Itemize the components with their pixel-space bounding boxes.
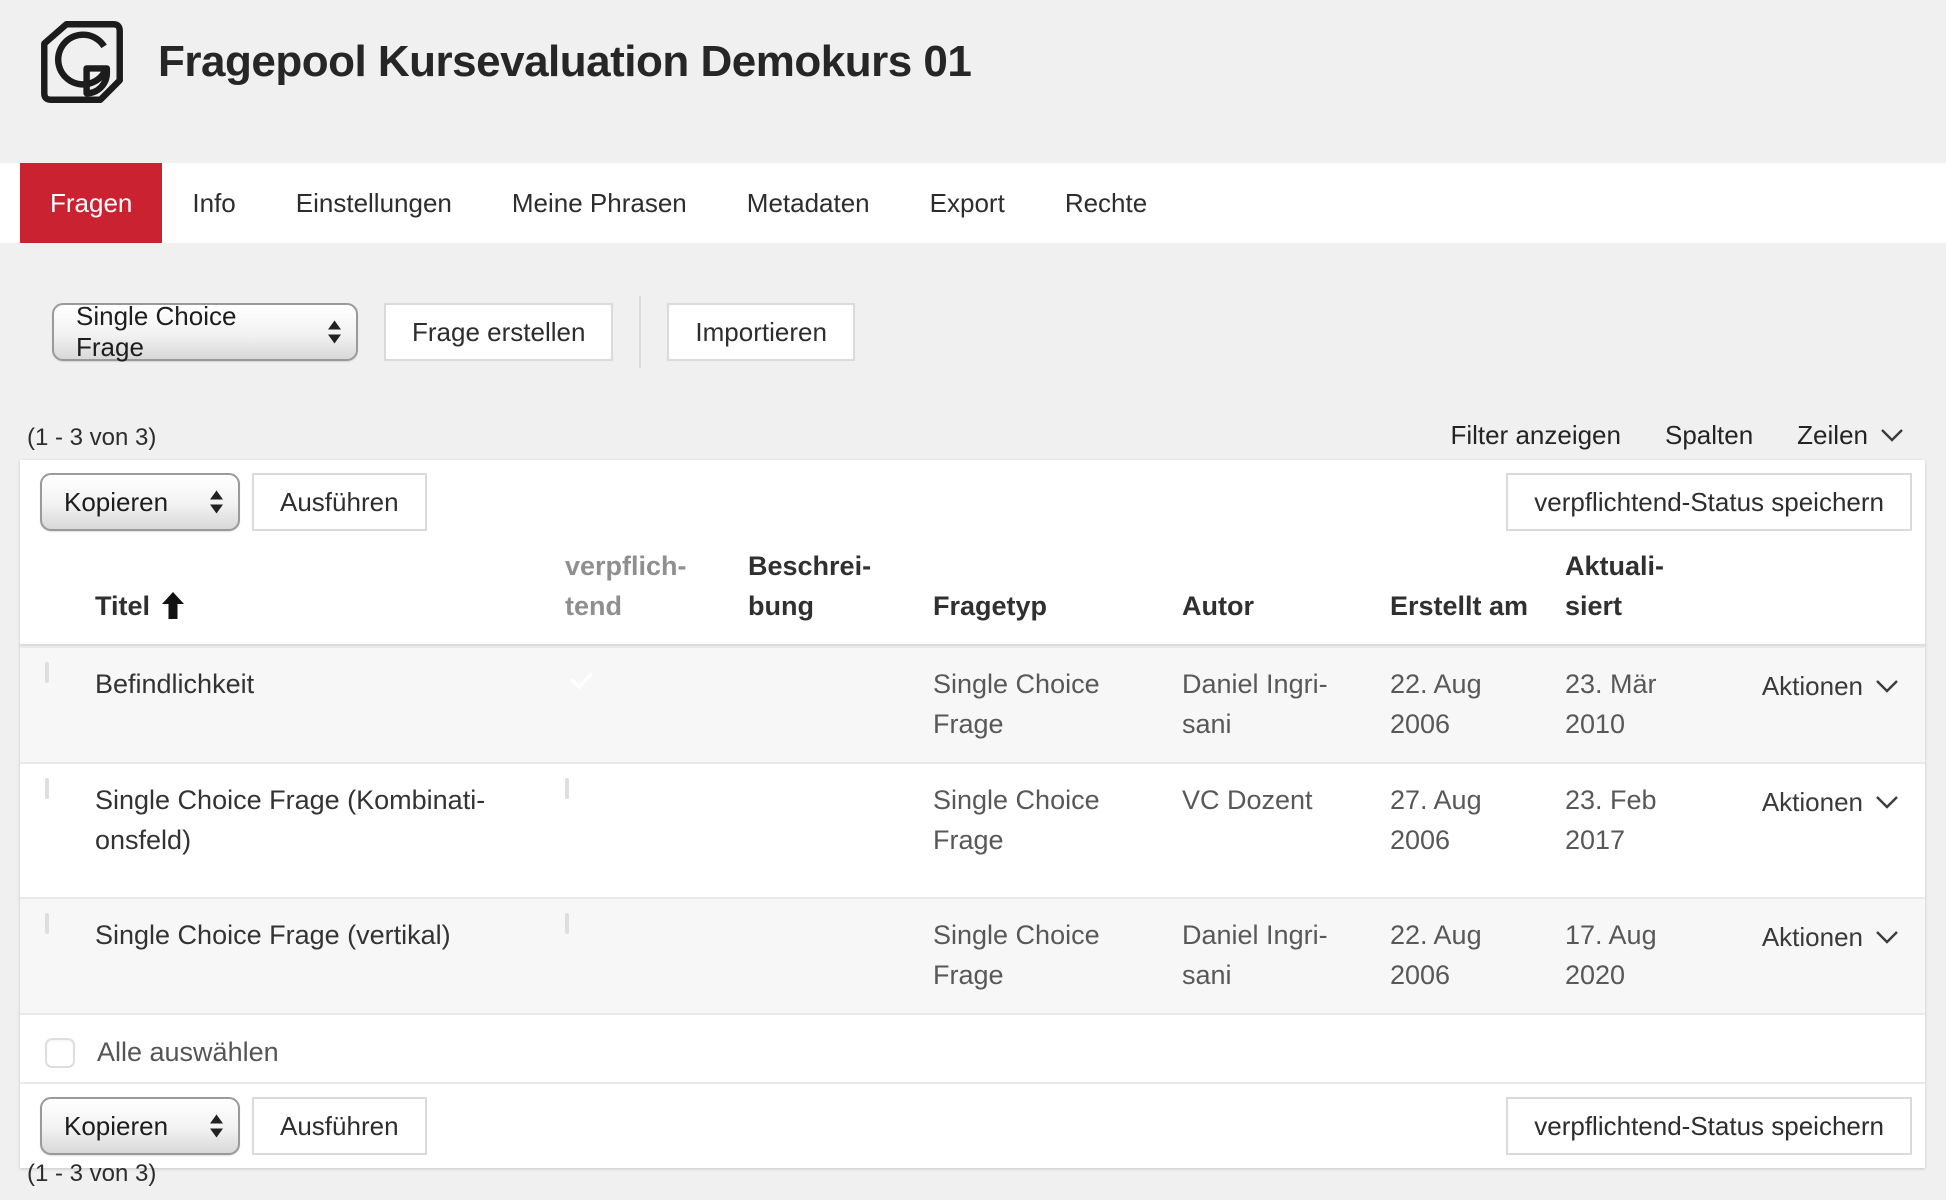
table-view-links: Filter anzeigen Spalten Zeilen	[1450, 420, 1904, 451]
question-updated: 17. Aug 2020	[1565, 920, 1657, 990]
save-status-button-top[interactable]: verpflichtend-Status speichern	[1506, 473, 1912, 531]
column-header-autor: Autor	[1182, 591, 1254, 621]
column-header-titel[interactable]: Titel	[95, 586, 565, 626]
tab-rechte[interactable]: Rechte	[1064, 187, 1148, 218]
table-row: Single Choice Frage (Kombinati- onsfeld)…	[20, 762, 1925, 897]
column-header-beschreibung: Beschrei- bung	[748, 551, 872, 621]
toolbar-divider	[639, 296, 642, 368]
row-select-checkbox[interactable]	[45, 913, 49, 934]
sort-ascending-icon	[162, 592, 185, 619]
tab-meine-phrasen[interactable]: Meine Phrasen	[511, 187, 687, 218]
question-description	[748, 915, 933, 995]
question-type: Single Choice Frage	[933, 920, 1100, 990]
tab-info[interactable]: Info	[192, 187, 236, 218]
question-type-selected-value: Single Choice Frage	[76, 301, 237, 362]
bulk-toolbar-top: Kopieren Ausführen verpflichtend-Status …	[20, 460, 1925, 544]
verpflichtend-checkbox[interactable]	[565, 913, 569, 934]
result-count-bottom: (1 - 3 von 3)	[27, 1160, 157, 1187]
chevron-down-icon	[1875, 679, 1899, 694]
column-header-erstellt-am: Erstellt am	[1390, 591, 1529, 621]
question-description	[748, 664, 933, 744]
column-header-verpflichtend: verpflich- tend	[565, 551, 687, 621]
actions-dropdown[interactable]: Aktionen	[1762, 666, 1899, 706]
tab-einstellungen[interactable]: Einstellungen	[295, 187, 452, 218]
question-type: Single Choice Frage	[933, 669, 1100, 739]
question-created: 22. Aug 2006	[1390, 920, 1482, 990]
bulk-action-select-bottom[interactable]: Kopieren	[40, 1097, 240, 1155]
actions-dropdown[interactable]: Aktionen	[1762, 917, 1899, 957]
column-header-fragetyp: Fragetyp	[933, 591, 1048, 621]
row-select-checkbox[interactable]	[45, 662, 49, 683]
tab-bar: Fragen Info Einstellungen Meine Phrasen …	[0, 163, 1946, 243]
question-author: Daniel Ingri- sani	[1182, 920, 1328, 990]
import-button[interactable]: Importieren	[667, 303, 855, 361]
question-title[interactable]: Single Choice Frage (vertikal)	[95, 920, 451, 950]
page-header: Fragepool Kursevaluation Demokurs 01	[36, 16, 972, 108]
table-header-row: Titel verpflich- tend Beschrei- bung Fra…	[20, 544, 1925, 646]
table-row: Befindlichkeit Single Choice Frage Danie…	[20, 646, 1925, 762]
select-spinner-icon	[327, 320, 342, 344]
actions-dropdown[interactable]: Aktionen	[1762, 782, 1899, 822]
question-table-panel: Kopieren Ausführen verpflichtend-Status …	[20, 460, 1925, 1168]
save-status-button-bottom[interactable]: verpflichtend-Status speichern	[1506, 1097, 1912, 1155]
chevron-down-icon	[1875, 930, 1899, 945]
select-spinner-icon	[209, 490, 224, 514]
execute-button-top[interactable]: Ausführen	[252, 473, 427, 531]
show-filter-link[interactable]: Filter anzeigen	[1450, 420, 1621, 450]
execute-button-bottom[interactable]: Ausführen	[252, 1097, 427, 1155]
select-all-label: Alle auswählen	[97, 1037, 279, 1067]
select-all-checkbox[interactable]	[45, 1037, 75, 1068]
rows-link[interactable]: Zeilen	[1797, 420, 1904, 451]
chevron-down-icon	[1875, 795, 1899, 810]
question-type-select[interactable]: Single Choice Frage	[52, 301, 358, 362]
columns-link[interactable]: Spalten	[1664, 420, 1754, 450]
questionpool-logo-icon	[36, 16, 128, 108]
verpflichtend-checkbox[interactable]	[565, 778, 569, 799]
create-toolbar: Single Choice Frage Frage erstellen Impo…	[52, 296, 855, 368]
question-author: Daniel Ingri- sani	[1182, 669, 1328, 739]
tab-metadaten[interactable]: Metadaten	[746, 187, 870, 218]
bulk-toolbar-bottom: Kopieren Ausführen verpflichtend-Status …	[20, 1082, 1925, 1168]
tab-fragen[interactable]: Fragen	[20, 163, 163, 243]
chevron-down-icon	[1880, 428, 1904, 443]
select-spinner-icon	[209, 1114, 224, 1138]
row-select-checkbox[interactable]	[45, 778, 49, 799]
tab-export[interactable]: Export	[929, 187, 1005, 218]
bulk-action-select-top[interactable]: Kopieren	[40, 473, 240, 531]
create-question-button[interactable]: Frage erstellen	[384, 303, 614, 361]
question-updated: 23. Mär 2010	[1565, 669, 1657, 739]
question-title[interactable]: Befindlichkeit	[95, 669, 255, 699]
result-count-top: (1 - 3 von 3)	[27, 424, 157, 451]
question-title[interactable]: Single Choice Frage (Kombinati- onsfeld)	[95, 785, 486, 855]
select-all-row: Alle auswählen	[20, 1013, 1925, 1082]
question-type: Single Choice Frage	[933, 785, 1100, 855]
question-description	[748, 780, 933, 879]
table-row: Single Choice Frage (vertikal) Single Ch…	[20, 897, 1925, 1013]
question-updated: 23. Feb 2017	[1565, 785, 1657, 855]
question-created: 22. Aug 2006	[1390, 669, 1482, 739]
question-created: 27. Aug 2006	[1390, 785, 1482, 855]
question-author: VC Dozent	[1182, 785, 1313, 815]
column-header-aktualisiert: Aktuali- siert	[1565, 551, 1665, 621]
page-title: Fragepool Kursevaluation Demokurs 01	[158, 37, 972, 86]
